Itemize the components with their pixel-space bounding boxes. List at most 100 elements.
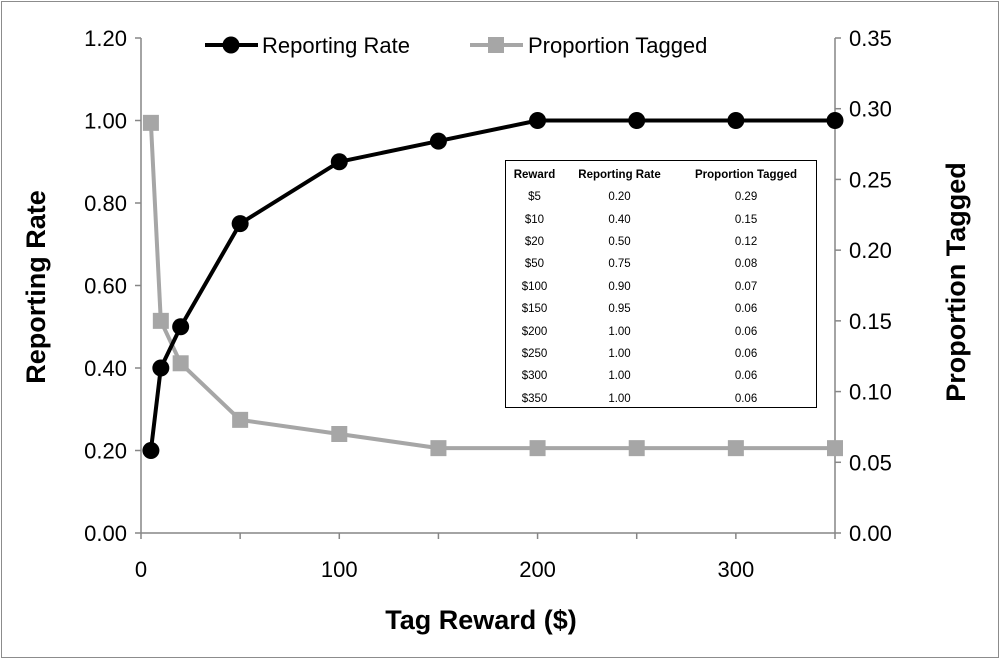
table-header-cell: Reward [513,169,556,181]
y2-tick-label: 0.10 [849,380,892,405]
y2-tick-label: 0.30 [849,97,892,122]
series-line-proportion-tagged [148,122,835,451]
y2-tick-label: 0.15 [849,309,892,334]
legend-marker-reporting-rate [222,36,240,54]
reporting-rate-point [152,359,170,377]
proportion-tagged-point [142,114,159,131]
y2-tick-label: 0.00 [849,521,892,546]
y-tick-label: 0.00 [84,521,127,546]
proportion-tagged-point [430,440,447,457]
data-table-grid: Reward Reporting Rate Proportion Tagged $5… [506,164,816,410]
y2-tick-label: 0.20 [849,238,892,263]
table-cell: $250 [521,347,548,360]
table-cell: 0.12 [734,235,758,248]
reporting-rate-point [231,215,249,233]
reporting-rate-point [826,112,844,129]
table-header-cell: Proportion Tagged [695,169,798,181]
reporting-rate-point [142,442,160,459]
x-tick-label: 100 [321,557,358,582]
table-cell: 0.50 [608,235,631,248]
reporting-rate-point [727,112,745,129]
table-cell: 0.06 [734,370,758,383]
x-tick-label: 200 [519,557,556,582]
table-cell: 0.95 [608,303,631,316]
x-axis-title: Tag Reward ($) [385,605,577,635]
table-cell: 1.00 [608,325,631,338]
proportion-tagged-point [232,411,249,428]
y2-axis-title: Proportion Tagged [941,162,971,401]
table-cell: 0.29 [734,191,758,204]
proportion-tagged-point [628,440,645,457]
proportion-tagged-point [172,355,189,372]
table-header-row: Reward Reporting Rate Proportion Tagged [506,164,816,186]
table-cell: $20 [524,235,545,248]
reporting-rate-point [429,132,447,150]
table-row: $250 1.00 0.06 [506,343,816,365]
y-tick-label: 0.20 [84,439,127,464]
table-cell: $10 [524,213,545,226]
table-cell: 0.06 [734,325,758,338]
legend-label-proportion-tagged: Proportion Tagged [528,33,707,58]
proportion-tagged-point [331,426,348,442]
table-header-cell: Reporting Rate [578,169,661,181]
table-cell: 0.15 [734,213,758,226]
y-axis-title: Reporting Rate [21,190,51,384]
x-tick-label: 0 [135,557,147,582]
proportion-tagged-point [529,440,546,457]
table-cell: 0.07 [734,280,758,293]
table-body: $5 0.20 0.29 $10 0.40 0.15 $20 0.50 0.12 $50 0.75 0… [506,186,816,410]
y-tick-label: 0.60 [84,274,127,299]
table-cell: 0.06 [734,303,758,316]
table-cell: 1.00 [608,347,631,360]
table-row: $100 0.90 0.07 [506,276,816,298]
table-cell: 0.06 [734,347,758,360]
table-row: $150 0.95 0.06 [506,298,816,320]
reporting-rate-point [172,318,190,336]
table-cell: $350 [521,392,548,405]
table-row: $10 0.40 0.15 [506,208,816,230]
x-tick-label: 300 [717,557,754,582]
table-cell: 1.00 [608,392,631,405]
reporting-rate-point [628,112,646,129]
series-lines [148,118,835,451]
y-tick-label: 0.80 [84,191,127,216]
table-cell: 0.20 [608,191,631,204]
table-cell: 0.08 [734,258,758,271]
series-line-reporting-rate [148,118,835,451]
table-cell: $50 [524,258,545,271]
table-cell: $300 [521,370,548,383]
y2-tick-label: 0.05 [849,450,892,475]
table-row: $300 1.00 0.06 [506,365,816,387]
table-cell: $5 [528,191,541,204]
table-cell: 1.00 [608,370,631,383]
reporting-rate-point [529,112,547,129]
proportion-tagged-point [727,440,744,457]
table-row: $20 0.50 0.12 [506,231,816,253]
y2-tick-label: 0.25 [849,167,892,192]
table-row: $350 1.00 0.06 [506,388,816,410]
table-cell: 0.40 [608,213,631,226]
table-row: $50 0.75 0.08 [506,253,816,275]
table-cell: $200 [521,325,548,338]
y-tick-label: 0.40 [84,356,127,381]
table-cell: $150 [521,303,548,316]
table-cell: 0.06 [734,392,758,405]
y2-tick-label: 0.35 [849,26,892,51]
reporting-rate-point [330,153,348,171]
table-cell: 0.75 [608,258,631,271]
table-row: $200 1.00 0.06 [506,320,816,342]
y-tick-label: 1.00 [84,109,127,134]
axes: 0.00 0.20 0.40 0.60 0.80 1.00 1.20 0.00 0.05 0.10… [84,26,892,582]
legend-label-reporting-rate: Reporting Rate [262,33,410,58]
table-cell: $100 [521,280,548,293]
table-cell: 0.90 [608,280,631,293]
table-row: $5 0.20 0.29 [506,186,816,208]
proportion-tagged-point [827,440,843,457]
legend-marker-proportion-tagged [488,37,504,53]
legend: Reporting Rate Proportion Tagged [205,33,707,58]
series-markers [142,112,844,459]
proportion-tagged-point [152,312,169,329]
data-table: Reward Reporting Rate Proportion Tagged $5… [505,160,817,408]
